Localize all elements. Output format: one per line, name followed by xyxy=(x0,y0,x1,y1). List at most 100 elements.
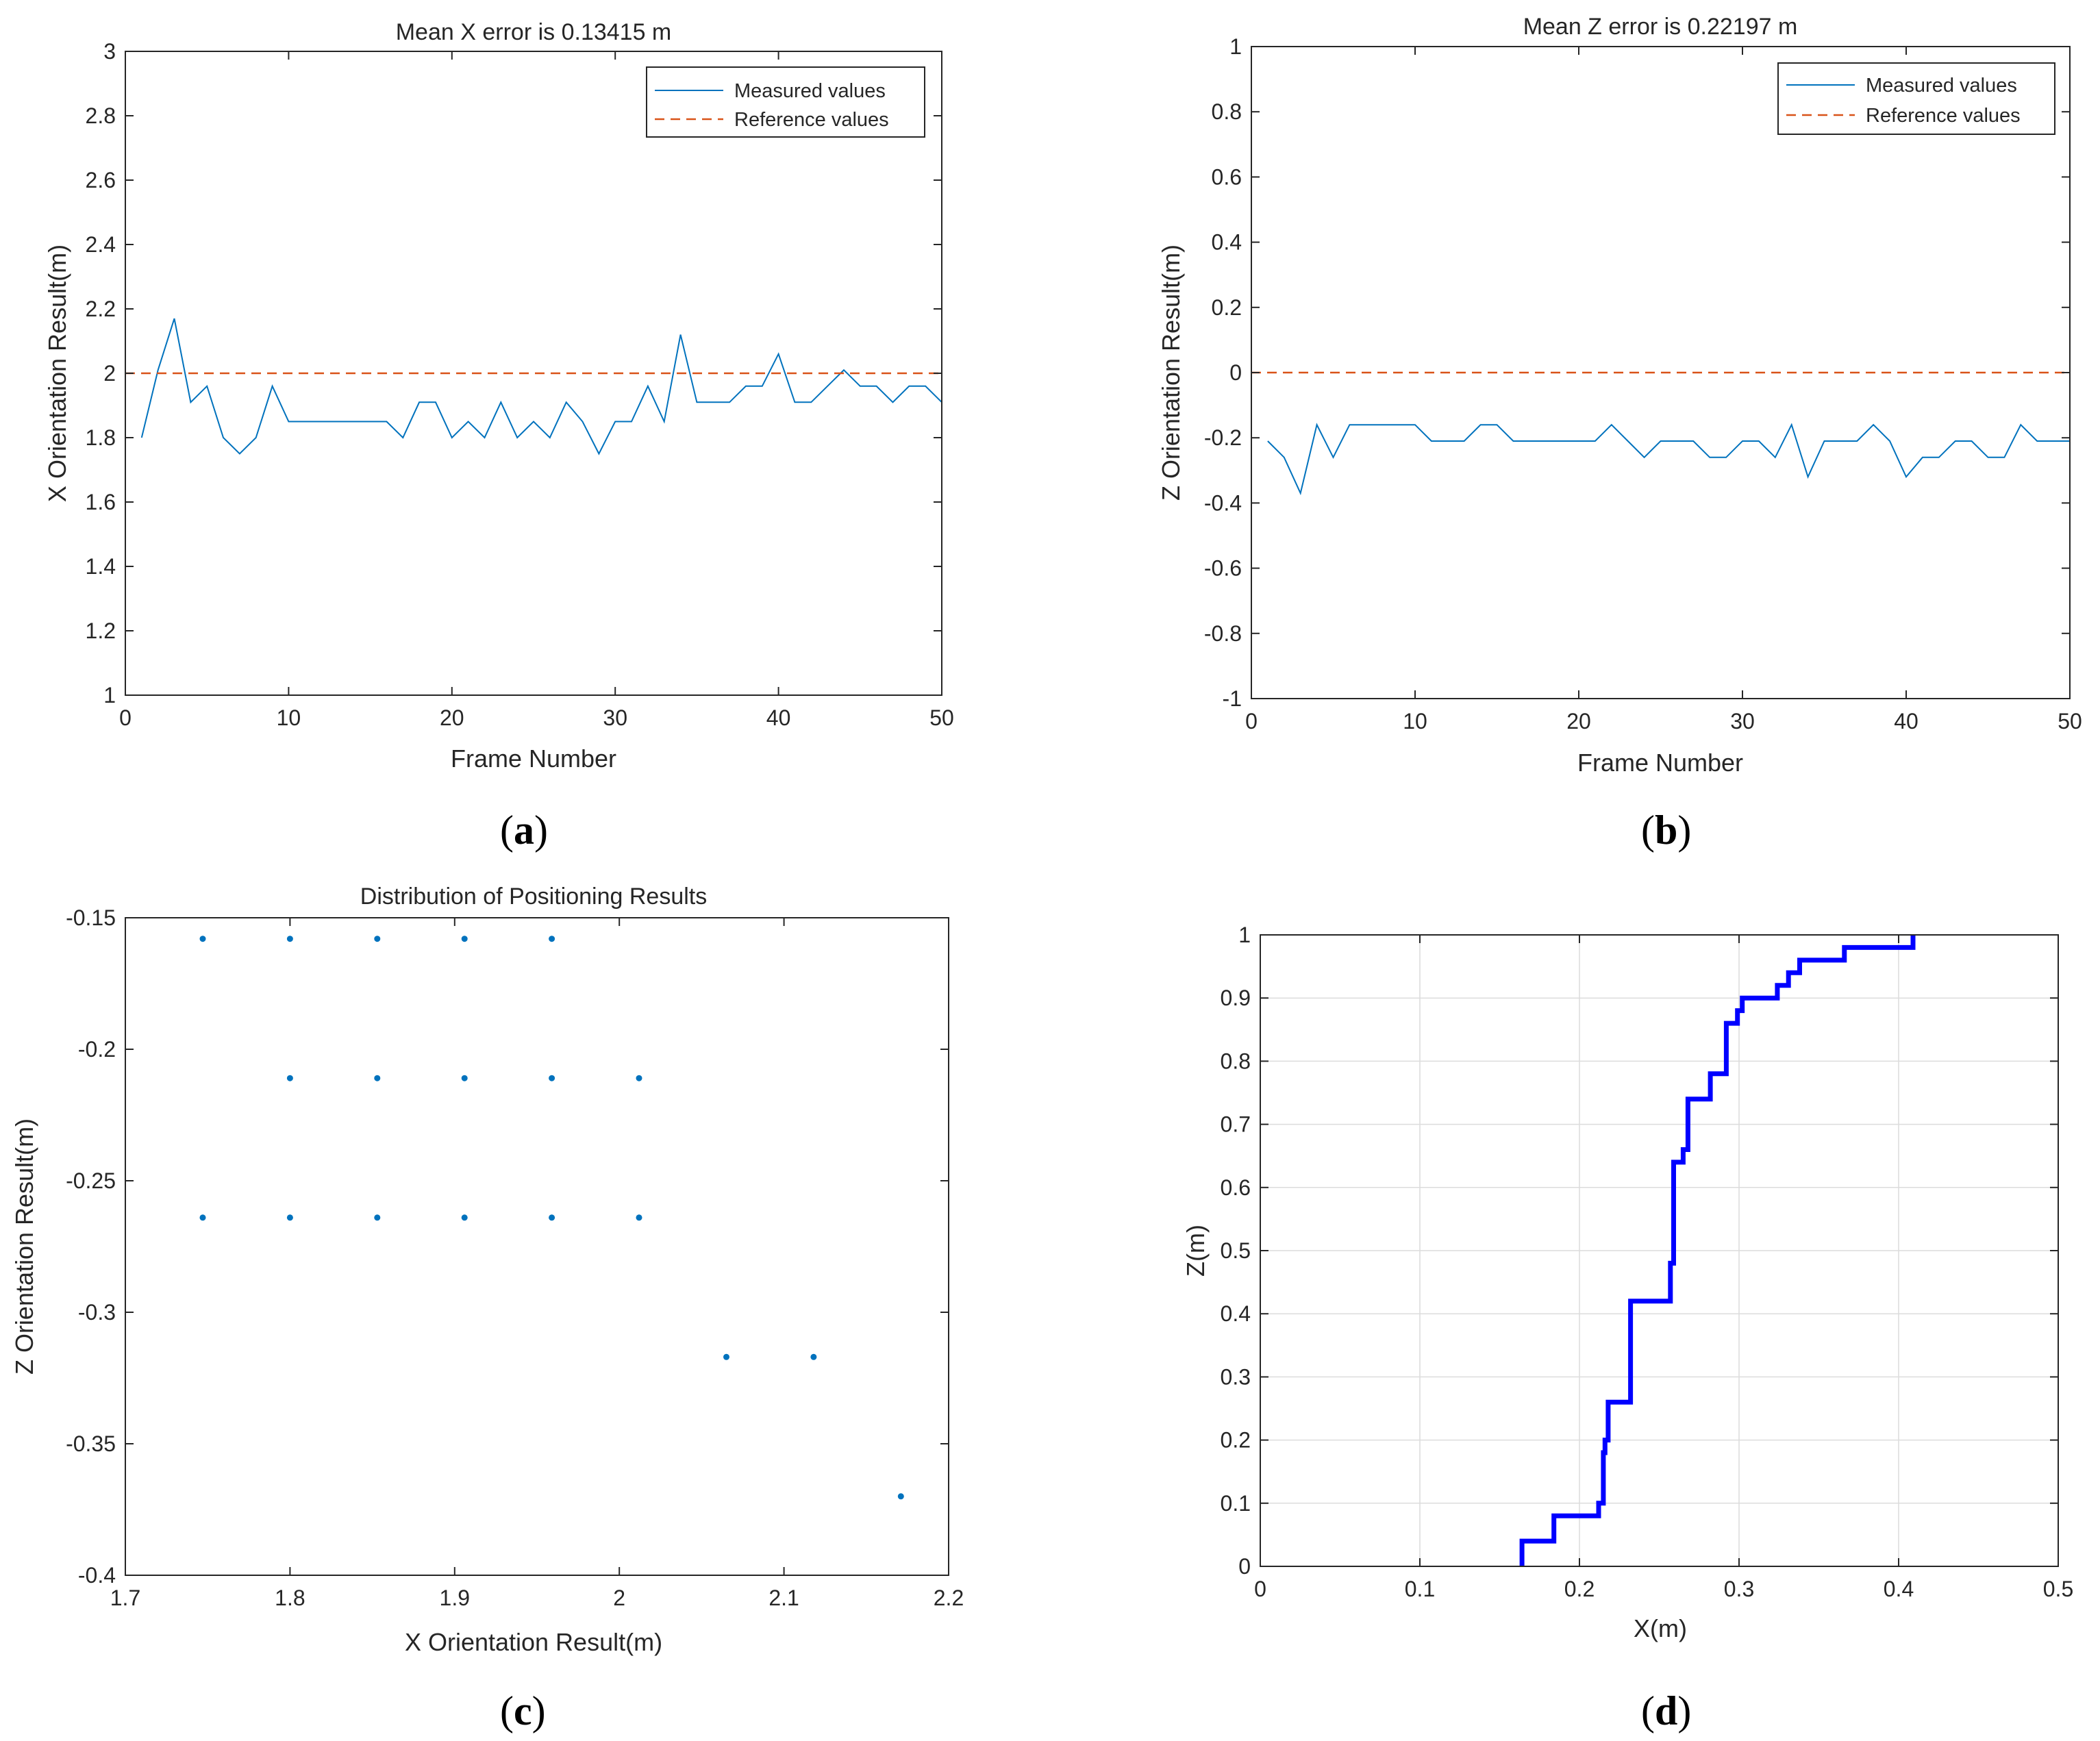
chart-b-legend: Measured values Reference values xyxy=(1777,62,2055,135)
chart-a-xtick-label: 40 xyxy=(766,705,791,730)
subfigure-label-b: (b) xyxy=(1641,807,1691,853)
panel-d-cdf-chart: 0 0.1 0.2 0.3 0.4 0.5 0 0.1 0.2 0.3 0.4 0.5 0.6 0.7 0.… xyxy=(1182,923,2073,1642)
chart-d-xtick-label: 0.4 xyxy=(1884,1577,1914,1601)
chart-c-point xyxy=(897,1493,904,1500)
chart-b-measured-line xyxy=(1267,423,2070,496)
chart-c-point xyxy=(199,936,206,942)
chart-b-legend-reference: Reference values xyxy=(1866,105,2021,127)
chart-d-ytick-label: 0.2 xyxy=(1221,1428,1251,1453)
chart-c-xtick-label: 1.8 xyxy=(275,1586,305,1610)
chart-d-cdf-line xyxy=(1519,935,1916,1566)
chart-a-ytick-label: 1.2 xyxy=(86,618,116,643)
chart-a-ytick-label: 3 xyxy=(103,39,116,64)
chart-b-legend-measured: Measured values xyxy=(1866,75,2017,97)
chart-b-ytick-label: 0.4 xyxy=(1212,230,1242,255)
subfigure-label-c: (c) xyxy=(500,1688,546,1733)
chart-a-ytick-label: 2.2 xyxy=(86,297,116,321)
chart-a-legend-reference: Reference values xyxy=(734,109,889,131)
chart-b-ytick-label: -0.8 xyxy=(1204,621,1242,646)
chart-c-point xyxy=(286,1214,293,1221)
chart-c-point xyxy=(199,1214,206,1221)
chart-d-xtick-label: 0.3 xyxy=(1724,1577,1754,1601)
chart-d-xtick-label: 0.5 xyxy=(2043,1577,2073,1601)
chart-d-ytick-label: 0.3 xyxy=(1221,1364,1251,1389)
chart-b-ytick-label: -0.6 xyxy=(1204,556,1242,581)
chart-c-point xyxy=(286,936,293,942)
chart-c-point xyxy=(549,1214,555,1221)
chart-b-xtick-label: 0 xyxy=(1245,709,1258,734)
chart-c-title: Distribution of Positioning Results xyxy=(360,884,707,910)
chart-c-xtick-label: 2.1 xyxy=(768,1586,799,1610)
chart-b-ylabel: Z Orientation Result(m) xyxy=(1157,245,1185,501)
chart-b-xtick-label: 40 xyxy=(1894,709,1918,734)
chart-c-point xyxy=(723,1353,729,1360)
chart-a-xtick-label: 50 xyxy=(929,705,954,730)
chart-a-title: Mean X error is 0.13415 m xyxy=(396,19,672,45)
chart-c-point xyxy=(636,1075,642,1081)
chart-b-title: Mean Z error is 0.22197 m xyxy=(1523,14,1798,40)
chart-c-point xyxy=(374,936,381,942)
chart-c-point xyxy=(374,1214,381,1221)
chart-c-point xyxy=(286,1075,293,1081)
chart-c-point xyxy=(374,1075,381,1081)
chart-a-ytick-label: 1.4 xyxy=(86,554,116,579)
chart-d-xtick-label: 0 xyxy=(1254,1577,1266,1601)
chart-a-legend-measured: Measured values xyxy=(734,80,886,102)
chart-b-ytick-label: 1 xyxy=(1229,34,1242,59)
chart-c-xtick-label: 1.7 xyxy=(110,1586,140,1610)
chart-d-ytick-label: 0.1 xyxy=(1221,1491,1251,1516)
chart-c-xtick-label: 2 xyxy=(613,1586,625,1610)
panel-a-x-error-chart: Mean X error is 0.13415 m 0 10 20 30 40 50 1 1.… xyxy=(43,19,954,773)
chart-a-legend: Measured values Reference values xyxy=(646,66,925,138)
panel-c-scatter-chart: Distribution of Positioning Results 1.7 1… xyxy=(10,884,964,1656)
chart-c-point xyxy=(549,936,555,942)
chart-c-point xyxy=(461,1214,468,1221)
chart-c-ytick-label: -0.4 xyxy=(78,1563,116,1588)
chart-c-point xyxy=(549,1075,555,1081)
chart-d-ytick-label: 0.9 xyxy=(1221,986,1251,1010)
chart-c-point xyxy=(810,1353,817,1360)
chart-d-ytick-label: 0.5 xyxy=(1221,1238,1251,1263)
chart-c-xlabel: X Orientation Result(m) xyxy=(405,1628,662,1656)
chart-b-xtick-label: 20 xyxy=(1566,709,1591,734)
chart-d-ytick-label: 0.7 xyxy=(1221,1112,1251,1137)
chart-b-ytick-label: -0.4 xyxy=(1204,490,1242,515)
chart-d-ylabel: Z(m) xyxy=(1182,1225,1210,1277)
chart-c-ytick-label: -0.3 xyxy=(78,1300,116,1325)
subfigure-label-a: (a) xyxy=(500,807,548,853)
chart-c-xtick-label: 2.2 xyxy=(934,1586,964,1610)
panel-b-z-error-chart: Mean Z error is 0.22197 m 0 10 20 30 40 50-1-… xyxy=(1157,14,2082,777)
chart-c-ylabel: Z Orientation Result(m) xyxy=(10,1118,38,1375)
chart-a-ytick-label: 2.6 xyxy=(86,168,116,192)
chart-c-ytick-label: -0.15 xyxy=(66,905,116,930)
chart-b-ytick-label: 0.2 xyxy=(1212,295,1242,320)
chart-b-ytick-label: -1 xyxy=(1223,686,1242,711)
chart-a-ytick-label: 1.6 xyxy=(86,490,116,514)
chart-a-ylabel: X Orientation Result(m) xyxy=(43,245,71,502)
chart-a-ytick-label: 1 xyxy=(103,683,116,707)
chart-c-point xyxy=(461,1075,468,1081)
chart-b-ytick-label: 0 xyxy=(1229,360,1242,385)
chart-a-xtick-label: 30 xyxy=(603,705,627,730)
chart-c-point xyxy=(636,1214,642,1221)
chart-c-ytick-label: -0.25 xyxy=(66,1168,116,1193)
chart-c-xtick-label: 1.9 xyxy=(440,1586,470,1610)
chart-b-xtick-label: 30 xyxy=(1730,709,1755,734)
chart-b-ytick-label: -0.2 xyxy=(1204,425,1242,450)
chart-c-point xyxy=(461,936,468,942)
chart-d-ytick-label: 0.4 xyxy=(1221,1301,1251,1326)
chart-d-ytick-label: 0 xyxy=(1238,1554,1251,1579)
chart-a-xtick-label: 10 xyxy=(277,705,301,730)
chart-d-xlabel: X(m) xyxy=(1634,1614,1687,1642)
chart-a-xtick-label: 0 xyxy=(119,705,132,730)
chart-b-ytick-label: 0.8 xyxy=(1212,99,1242,124)
chart-d-ytick-label: 1 xyxy=(1238,923,1251,947)
chart-c-axes-box xyxy=(125,917,949,1576)
chart-a-measured-line xyxy=(140,318,942,455)
chart-d-ytick-label: 0.8 xyxy=(1221,1049,1251,1073)
chart-d-xtick-label: 0.1 xyxy=(1405,1577,1435,1601)
chart-b-xlabel: Frame Number xyxy=(1577,749,1743,777)
chart-a-xtick-label: 20 xyxy=(440,705,464,730)
chart-a-xlabel: Frame Number xyxy=(451,744,616,773)
